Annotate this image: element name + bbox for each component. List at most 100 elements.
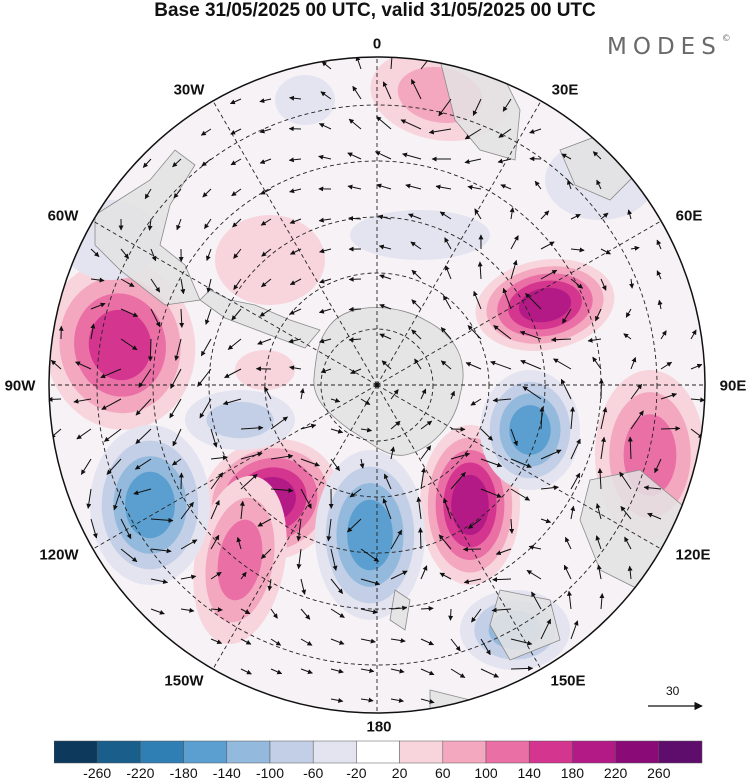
colorbar-tick-label: -140 bbox=[212, 765, 241, 781]
wind-vector bbox=[289, 218, 302, 224]
wind-vector bbox=[90, 302, 106, 310]
wind-vector bbox=[374, 151, 392, 160]
wind-vector bbox=[595, 308, 602, 322]
wind-vector bbox=[86, 488, 92, 509]
wind-vector bbox=[411, 329, 422, 340]
wind-vector bbox=[76, 428, 92, 440]
wind-vector bbox=[120, 308, 139, 317]
wind-vector bbox=[625, 308, 632, 318]
wind-vector bbox=[150, 248, 157, 262]
lon-label-90w: 90W bbox=[4, 377, 36, 395]
wind-vector bbox=[389, 57, 395, 70]
landmass bbox=[313, 307, 464, 456]
wind-vector bbox=[210, 428, 218, 448]
wind-vector bbox=[233, 278, 242, 291]
wind-vector bbox=[540, 618, 552, 640]
wind-vector bbox=[230, 128, 242, 135]
wind-vector bbox=[570, 406, 575, 430]
wind-vector bbox=[383, 473, 392, 490]
wind-vector bbox=[390, 529, 403, 550]
wind-vector bbox=[172, 428, 182, 447]
wind-vector bbox=[204, 308, 212, 325]
wind-vector bbox=[502, 98, 512, 112]
wind-vector bbox=[330, 548, 338, 571]
lon-label-60e: 60E bbox=[675, 207, 703, 225]
wind-vector bbox=[173, 188, 182, 199]
wind-vector bbox=[656, 270, 662, 280]
wind-vector bbox=[382, 81, 392, 100]
wind-vector bbox=[180, 574, 197, 580]
wind-vector bbox=[270, 638, 282, 646]
wind-vector bbox=[134, 458, 152, 470]
wind-vector bbox=[260, 188, 272, 195]
wind-vector bbox=[330, 697, 344, 703]
meridian-line bbox=[376, 220, 662, 386]
wind-vector bbox=[378, 244, 392, 250]
colorbar-swatch bbox=[96, 740, 141, 764]
wind-vector bbox=[690, 329, 697, 340]
meridian-line bbox=[212, 384, 378, 670]
colorbar-swatch bbox=[615, 740, 660, 764]
reference-vector-arrow bbox=[648, 701, 703, 711]
wind-vector bbox=[379, 274, 392, 280]
wind-vector bbox=[318, 308, 332, 314]
wind-vector bbox=[480, 638, 491, 656]
wind-vector bbox=[420, 638, 434, 646]
wind-vector bbox=[420, 467, 426, 490]
wind-vector bbox=[467, 325, 482, 340]
colorbar-tick-label: -60 bbox=[303, 765, 324, 781]
wind-vector bbox=[595, 503, 602, 520]
colorbar-tick-label: 100 bbox=[474, 765, 498, 781]
wind-vector bbox=[300, 423, 317, 430]
wind-vector bbox=[630, 383, 643, 400]
colorbar-tick-label: -220 bbox=[126, 765, 155, 781]
wind-vector bbox=[540, 241, 555, 250]
wind-vector bbox=[660, 425, 681, 431]
wind-vector bbox=[101, 398, 122, 410]
wind-vector bbox=[264, 386, 272, 400]
wind-vector bbox=[620, 506, 632, 520]
wind-vector bbox=[534, 180, 542, 190]
wind-vector bbox=[690, 397, 705, 403]
wind-vector bbox=[240, 571, 247, 580]
wind-vector bbox=[563, 564, 572, 580]
wind-vector bbox=[411, 299, 422, 310]
colorbar bbox=[54, 740, 703, 764]
colorbar-tick-label: -180 bbox=[169, 765, 198, 781]
wind-vector bbox=[222, 398, 242, 406]
meridian-line bbox=[376, 100, 542, 386]
wind-vector bbox=[180, 501, 194, 520]
wind-vector bbox=[450, 452, 471, 460]
wind-vector bbox=[471, 608, 482, 623]
wind-vector bbox=[660, 361, 673, 370]
wind-vector bbox=[510, 458, 532, 468]
wind-vector bbox=[288, 157, 302, 163]
wind-vector bbox=[288, 338, 302, 344]
wind-vector bbox=[240, 668, 252, 675]
colorbar-tick-label: 60 bbox=[435, 765, 451, 781]
wind-vector bbox=[197, 368, 212, 387]
wind-vector bbox=[550, 337, 572, 343]
wind-vector bbox=[553, 358, 572, 370]
wind-vector bbox=[133, 488, 152, 496]
wind-vector bbox=[210, 499, 220, 520]
wind-vector bbox=[259, 308, 272, 317]
wind-vector bbox=[330, 428, 344, 434]
wind-vector bbox=[210, 472, 224, 490]
wind-vector bbox=[509, 207, 515, 220]
wind-vector bbox=[390, 605, 408, 611]
wind-vector bbox=[450, 668, 466, 679]
wind-vector bbox=[260, 548, 272, 559]
meridian-line bbox=[92, 220, 378, 386]
wind-vector bbox=[540, 485, 559, 491]
wind-vector bbox=[319, 338, 332, 344]
wind-vector bbox=[257, 338, 272, 345]
wind-vector bbox=[350, 368, 362, 374]
wind-vector bbox=[90, 277, 105, 283]
wind-vector bbox=[562, 308, 572, 324]
wind-vector bbox=[495, 548, 512, 556]
colorbar-swatch bbox=[442, 740, 487, 764]
wind-vector bbox=[420, 445, 432, 460]
wind-vector bbox=[270, 608, 278, 619]
wind-vector bbox=[174, 338, 182, 361]
